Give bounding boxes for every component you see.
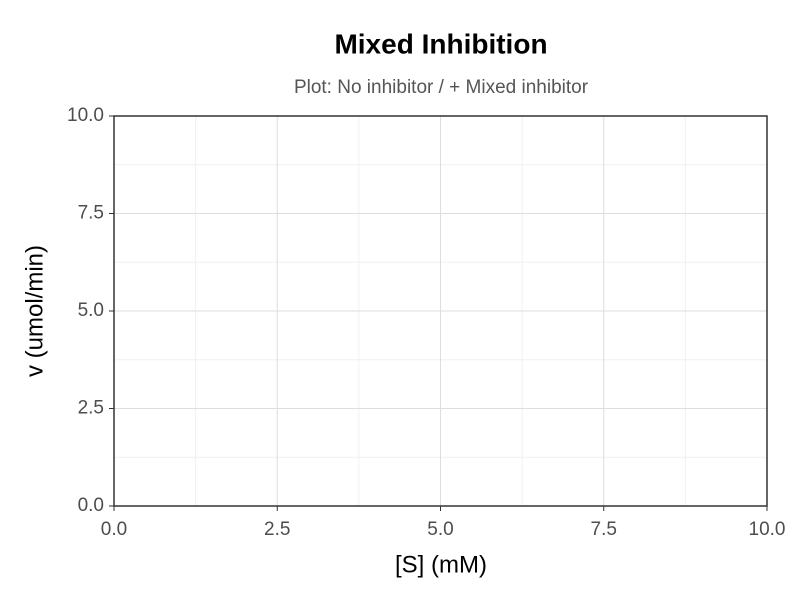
x-tick-label: 0.0 bbox=[101, 519, 127, 540]
chart-subtitle: Plot: No inhibitor / + Mixed inhibitor bbox=[294, 77, 589, 98]
chart-title: Mixed Inhibition bbox=[334, 28, 547, 59]
x-tick-label: 2.5 bbox=[264, 519, 290, 540]
x-axis-title: [S] (mM) bbox=[395, 551, 487, 578]
y-tick-label: 7.5 bbox=[78, 203, 104, 224]
x-tick-label: 5.0 bbox=[427, 519, 453, 540]
y-tick-label: 5.0 bbox=[78, 300, 104, 321]
y-tick-label: 2.5 bbox=[78, 398, 104, 419]
y-tick-label: 0.0 bbox=[78, 495, 104, 516]
plot-frame bbox=[113, 115, 768, 507]
y-axis-title: v (umol/min) bbox=[21, 245, 48, 377]
y-tick-label: 10.0 bbox=[67, 105, 104, 126]
x-tick-label: 10.0 bbox=[749, 519, 786, 540]
x-tick-label: 7.5 bbox=[591, 519, 617, 540]
